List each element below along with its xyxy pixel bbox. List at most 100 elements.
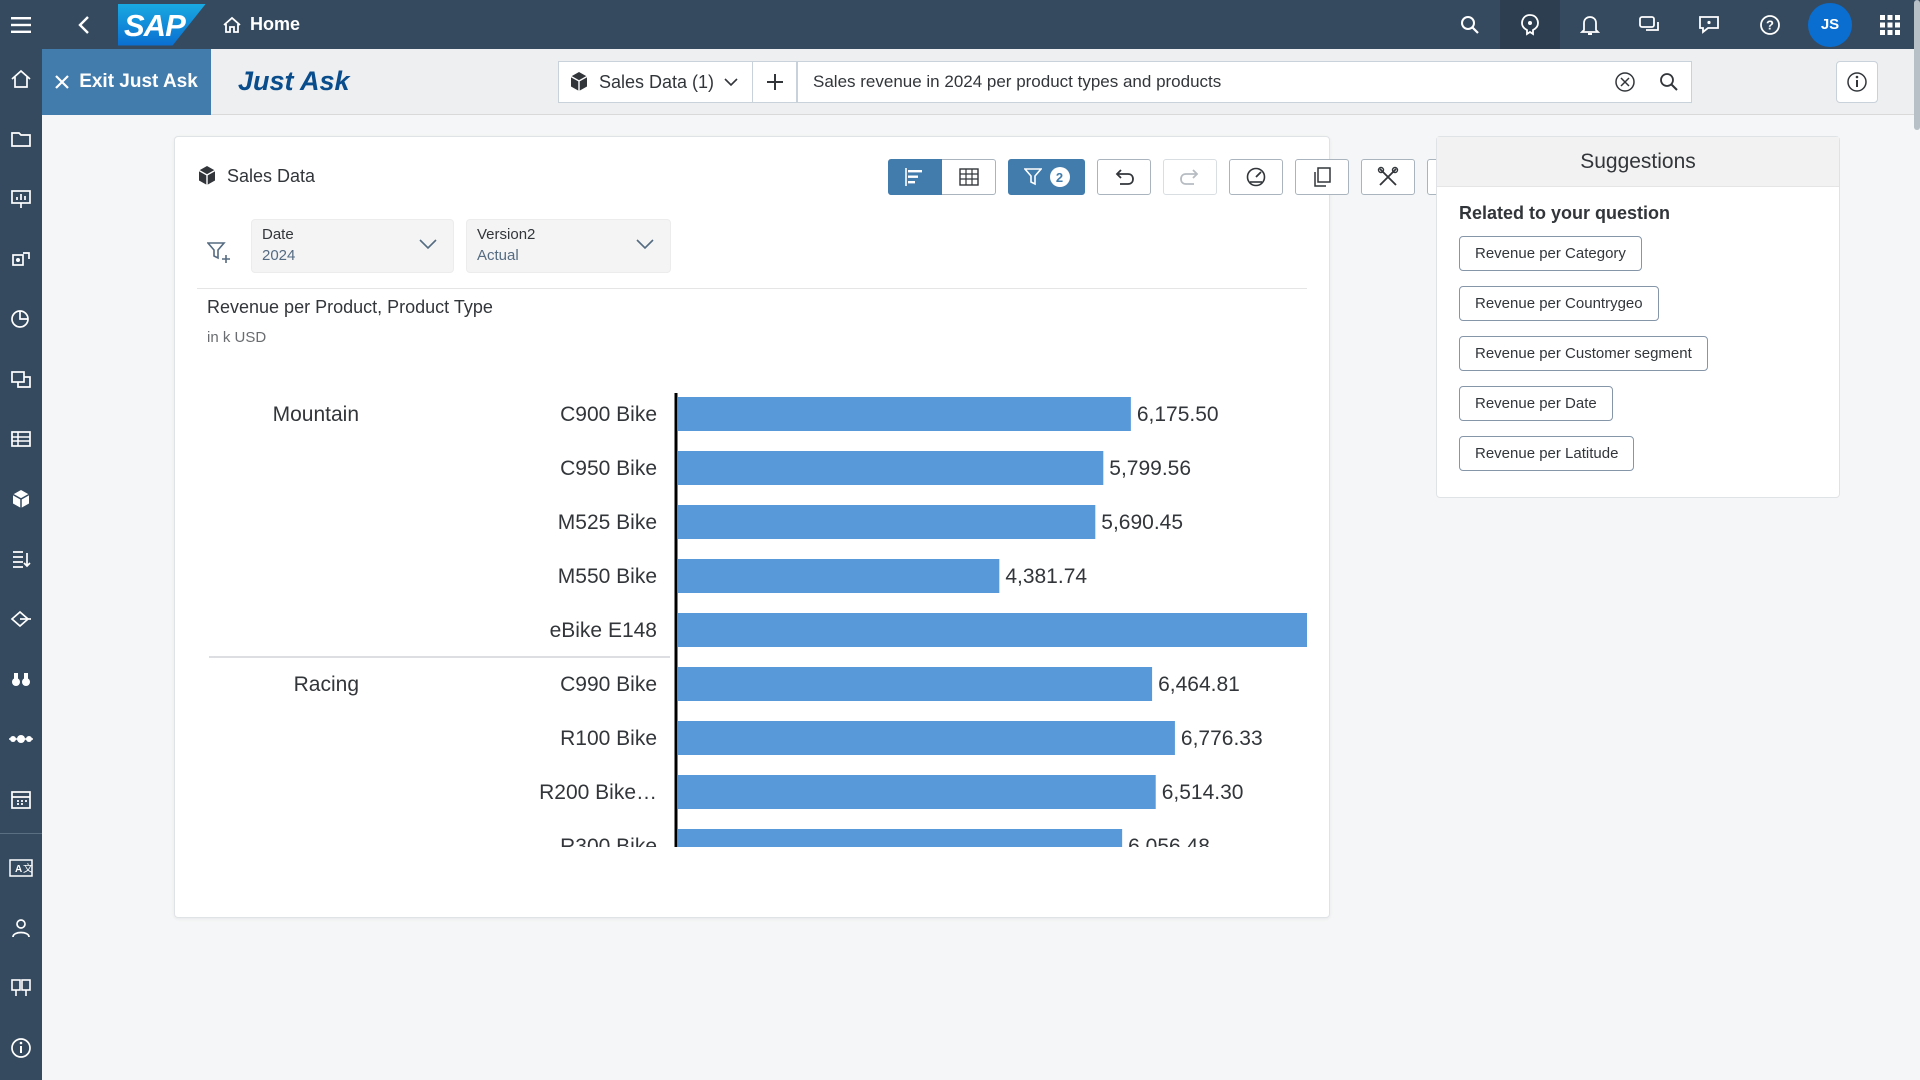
nav-datasets-icon[interactable] [0,409,42,469]
group-label: Racing [294,673,359,696]
filter-token-version[interactable]: Version2 Actual [466,219,671,273]
information-icon[interactable] [1836,61,1878,103]
category-label: C950 Bike [560,457,657,480]
nav-data-analyzer-icon[interactable] [0,349,42,409]
nav-security-icon[interactable] [0,898,42,958]
joule-assistant-icon[interactable] [1500,0,1560,49]
nav-info-icon[interactable] [0,1018,42,1078]
nav-files-icon[interactable] [0,109,42,169]
suggestion-revenue-per-category[interactable]: Revenue per Category [1459,236,1642,271]
category-label: M550 Bike [558,565,657,588]
page-title: Just Ask [238,66,350,96]
model-select-value: Sales Data (1) [599,71,715,92]
bar [678,559,1000,593]
data-label: 5,690.45 [1101,511,1183,534]
chevron-down-icon [419,239,437,250]
redo-icon [1180,169,1199,185]
nav-system-icon[interactable] [0,958,42,1018]
filter-date-value: 2024 [262,247,296,264]
chevron-down-icon [724,78,738,87]
filter-button[interactable]: 2 [1008,159,1085,195]
model-cube-icon [198,166,216,185]
nav-digital-boardroom-icon[interactable] [0,289,42,349]
category-label: M525 Bike [558,511,657,534]
model-select[interactable]: Sales Data (1) [558,61,753,103]
suggestion-revenue-per-countrygeo[interactable]: Revenue per Countrygeo [1459,286,1659,321]
nav-connections-icon[interactable] [0,589,42,649]
suggestion-revenue-per-customer-segment[interactable]: Revenue per Customer segment [1459,336,1708,371]
copy-button[interactable] [1295,159,1349,195]
menu-icon[interactable] [0,0,42,49]
category-label: R200 Bike… [539,781,657,804]
nav-stories-icon[interactable] [0,169,42,229]
bar-chart-icon [905,168,922,186]
discussions-icon[interactable] [1620,0,1680,49]
category-label: eBike E148 [550,619,657,642]
chart-view-button[interactable] [888,159,942,195]
nav-analytic-applications-icon[interactable] [0,229,42,289]
category-label: R100 Bike [560,727,657,750]
filter-count-badge: 2 [1049,167,1070,187]
copy-icon [1314,167,1331,187]
tools-button[interactable] [1361,159,1415,195]
help-icon[interactable]: ? [1740,0,1800,49]
exit-just-ask-label: Exit Just Ask [79,70,198,92]
nav-data-actions-icon[interactable] [0,529,42,589]
filter-bar: Date 2024 Version2 Actual [197,219,1307,289]
data-label: 6,776.33 [1181,727,1263,750]
question-input[interactable] [813,72,1603,92]
nav-explorer-binoculars-icon[interactable] [0,649,42,709]
page-scrollbar[interactable] [1914,0,1920,130]
suggestions-subtitle: Related to your question [1459,203,1671,223]
bar [678,505,1096,539]
suggestion-revenue-per-date[interactable]: Revenue per Date [1459,386,1613,421]
home-link[interactable]: Home [222,14,300,35]
add-model-button[interactable] [753,61,797,103]
shell-bar: SAP Home ? JS [0,0,1920,49]
tools-icon [1377,166,1399,186]
back-icon[interactable] [64,0,104,49]
model-cube-icon [570,72,588,91]
nav-calendar-icon[interactable] [0,769,42,829]
analytics-button[interactable] [1229,159,1283,195]
plus-icon [766,74,783,90]
nav-modeler-icon[interactable] [0,469,42,529]
bar [678,667,1153,701]
filter-settings-icon[interactable] [206,241,231,270]
search-submit-icon[interactable] [1647,62,1691,102]
bar [678,721,1175,755]
data-label: 6,175.50 [1137,403,1219,426]
chart-unit: in k USD [207,329,267,346]
result-card: Sales Data 2 [174,136,1481,918]
sap-logo[interactable]: SAP [118,3,206,46]
bar [678,451,1104,485]
exit-just-ask-button[interactable]: Exit Just Ask [42,48,211,115]
chart-toolbar: 2 [715,159,1481,195]
home-label: Home [250,14,301,34]
close-icon [55,74,69,89]
search-icon[interactable] [1440,0,1500,49]
suggestion-revenue-per-latitude[interactable]: Revenue per Latitude [1459,436,1635,471]
user-avatar[interactable]: JS [1808,2,1852,47]
nav-home-icon[interactable] [0,49,42,109]
bar [678,829,1123,847]
category-label: C900 Bike [560,403,657,426]
filter-token-date[interactable]: Date 2024 [251,219,454,273]
table-view-button[interactable] [942,159,996,195]
feedback-icon[interactable] [1680,0,1740,49]
nav-workflow-icon[interactable] [0,709,42,769]
just-ask-header: Exit Just Ask Just Ask Sales Data (1) [42,48,1920,115]
filter-version-label: Version2 [477,226,536,243]
clear-icon[interactable] [1603,62,1647,102]
undo-icon [1115,169,1134,185]
data-label: 5,799.56 [1109,457,1191,480]
product-switch-icon[interactable] [1860,0,1920,49]
table-icon [958,168,979,186]
notification-bell-icon[interactable] [1560,0,1620,49]
undo-button[interactable] [1097,159,1151,195]
redo-button[interactable] [1163,159,1217,195]
revenue-bar-chart: Mountain C900 Bike 6,175.50 C950 Bike 5,799.… [209,393,1307,847]
question-field[interactable] [797,61,1692,103]
chart-title: Revenue per Product, Product Type [207,297,493,317]
